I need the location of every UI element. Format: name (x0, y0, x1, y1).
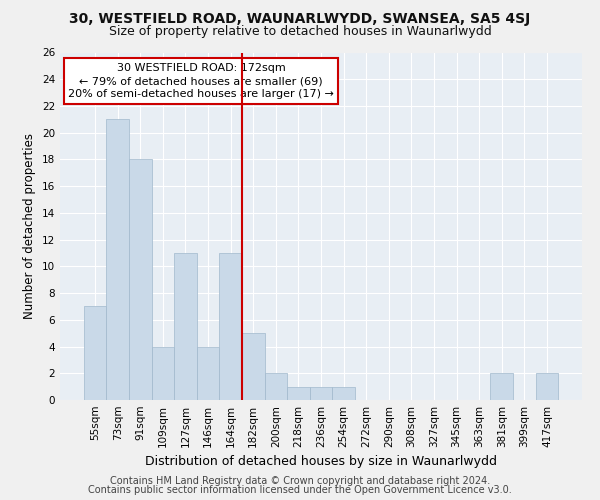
Text: Contains public sector information licensed under the Open Government Licence v3: Contains public sector information licen… (88, 485, 512, 495)
Bar (265, 374, 287, 400)
Bar (536, 374, 558, 400)
Bar (197, 346, 220, 400)
Text: Contains HM Land Registry data © Crown copyright and database right 2024.: Contains HM Land Registry data © Crown c… (110, 476, 490, 486)
Text: Size of property relative to detached houses in Waunarlwydd: Size of property relative to detached ho… (109, 25, 491, 38)
Text: 30, WESTFIELD ROAD, WAUNARLWYDD, SWANSEA, SA5 4SJ: 30, WESTFIELD ROAD, WAUNARLWYDD, SWANSEA… (70, 12, 530, 26)
Bar (106, 120, 129, 400)
Bar (174, 253, 197, 400)
Bar (84, 306, 106, 400)
Bar (129, 160, 152, 400)
Bar (287, 386, 310, 400)
Bar (152, 346, 174, 400)
Text: 30 WESTFIELD ROAD: 172sqm
← 79% of detached houses are smaller (69)
20% of semi-: 30 WESTFIELD ROAD: 172sqm ← 79% of detac… (68, 63, 334, 100)
Bar (242, 333, 265, 400)
Bar (332, 386, 355, 400)
Bar (220, 253, 242, 400)
X-axis label: Distribution of detached houses by size in Waunarlwydd: Distribution of detached houses by size … (145, 456, 497, 468)
Bar (490, 374, 513, 400)
Y-axis label: Number of detached properties: Number of detached properties (23, 133, 37, 320)
Bar (310, 386, 332, 400)
